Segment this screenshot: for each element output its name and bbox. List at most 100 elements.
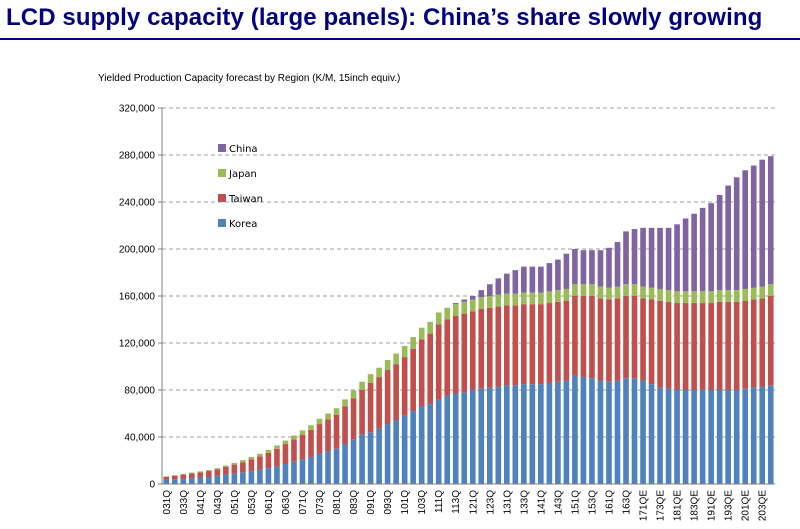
slide-title: LCD supply capacity (large panels): Chin… xyxy=(6,4,763,31)
bar-china-191QE xyxy=(708,203,714,292)
x-tick-label: 051Q xyxy=(230,490,241,515)
bar-china-144Q xyxy=(563,253,570,289)
x-tick-label: 163Q xyxy=(622,490,633,515)
bar-taiwan-163Q xyxy=(623,296,629,379)
bar-taiwan-153Q xyxy=(589,296,595,379)
bar-japan-084Q xyxy=(359,381,365,390)
bar-korea-163Q xyxy=(623,378,629,484)
bar-japan-092Q xyxy=(376,367,382,378)
y-tick-label: 200,000 xyxy=(119,245,156,256)
bar-taiwan-032Q xyxy=(171,475,178,480)
bar-taiwan-113Q xyxy=(452,315,459,394)
bar-taiwan-152Q xyxy=(580,296,587,378)
bar-korea-111Q xyxy=(435,399,442,484)
bar-japan-153Q xyxy=(589,284,595,296)
bar-taiwan-084Q xyxy=(359,390,365,435)
bar-china-153Q xyxy=(589,250,595,285)
bar-taiwan-154Q xyxy=(597,298,604,381)
bar-korea-152Q xyxy=(580,377,587,484)
bar-japan-161Q xyxy=(606,287,612,300)
bar-japan-124Q xyxy=(495,294,502,307)
bar-korea-202QE xyxy=(750,387,757,484)
bar-japan-112Q xyxy=(444,307,451,320)
bar-korea-124Q xyxy=(495,386,502,484)
bar-korea-151Q xyxy=(572,375,578,484)
bar-taiwan-074Q xyxy=(325,419,331,452)
bar-japan-051Q xyxy=(231,462,238,465)
bar-korea-204QE xyxy=(767,385,774,484)
legend-swatch-japan xyxy=(218,169,226,177)
x-tick-label: 141Q xyxy=(536,490,547,515)
legend-swatch-korea xyxy=(218,219,226,227)
bar-japan-104Q xyxy=(427,321,433,334)
bar-korea-062Q xyxy=(274,466,280,485)
bar-japan-052Q xyxy=(240,460,246,463)
x-tick-label: 201QE xyxy=(741,490,752,521)
bar-china-173QE xyxy=(657,227,663,289)
bar-china-113Q xyxy=(452,303,459,305)
bar-korea-052Q xyxy=(240,472,246,484)
bar-taiwan-043Q xyxy=(214,469,221,476)
bar-japan-142Q xyxy=(546,291,553,304)
bar-korea-072Q xyxy=(308,456,314,484)
y-tick-label: 0 xyxy=(149,480,155,491)
x-tick-label: 121Q xyxy=(468,490,479,515)
bar-taiwan-173QE xyxy=(657,300,663,388)
bar-japan-141Q xyxy=(538,292,544,305)
bar-korea-123Q xyxy=(486,387,493,484)
x-tick-label: 123Q xyxy=(485,490,496,515)
y-tick-label: 240,000 xyxy=(119,198,156,209)
bar-taiwan-062Q xyxy=(274,448,280,467)
bar-korea-191QE xyxy=(708,390,714,484)
y-tick-label: 280,000 xyxy=(119,151,156,162)
bar-japan-131Q xyxy=(504,293,510,306)
bar-taiwan-073Q xyxy=(316,424,323,454)
bar-korea-122Q xyxy=(478,388,485,484)
bar-china-122Q xyxy=(478,290,485,298)
bar-korea-154Q xyxy=(597,380,604,484)
bar-japan-033Q xyxy=(180,473,187,475)
bar-taiwan-083Q xyxy=(350,398,357,440)
x-tick-label: 061Q xyxy=(264,490,275,515)
bar-japan-071Q xyxy=(299,430,306,435)
bar-japan-064Q xyxy=(291,435,297,440)
bar-korea-133Q xyxy=(521,384,527,485)
x-tick-label: 081Q xyxy=(332,490,343,515)
bar-japan-163Q xyxy=(623,284,629,296)
bar-japan-122Q xyxy=(478,297,485,309)
bar-taiwan-162Q xyxy=(614,298,621,381)
bar-korea-194QE xyxy=(733,390,740,484)
bar-taiwan-033Q xyxy=(180,474,187,479)
bar-taiwan-123Q xyxy=(486,307,493,388)
bar-china-154Q xyxy=(597,250,604,287)
bar-korea-031Q xyxy=(163,479,170,484)
bar-japan-093Q xyxy=(384,360,391,371)
bar-korea-091Q xyxy=(367,432,374,484)
bar-korea-183QE xyxy=(691,390,697,484)
bar-japan-054Q xyxy=(257,453,263,457)
bar-taiwan-164Q xyxy=(631,296,638,379)
bar-china-123Q xyxy=(486,284,493,296)
bar-korea-164Q xyxy=(631,378,638,484)
x-tick-label: 041Q xyxy=(196,490,207,515)
bar-taiwan-124Q xyxy=(495,306,502,387)
x-axis-ticks: 031Q 033Q 041Q 043Q 051Q 053Q 061Q 063Q 071Q 073Q… xyxy=(162,490,769,521)
bar-china-131Q xyxy=(504,273,510,294)
legend-label-japan: Japan xyxy=(228,169,257,180)
bar-japan-113Q xyxy=(452,304,459,316)
x-tick-label: 193QE xyxy=(724,490,735,521)
x-tick-label: 133Q xyxy=(519,490,530,515)
x-tick-label: 131Q xyxy=(502,490,513,515)
bar-taiwan-161Q xyxy=(606,299,612,382)
bar-japan-202QE xyxy=(750,287,757,300)
bar-korea-034Q xyxy=(188,478,195,485)
bar-china-193QE xyxy=(725,185,731,291)
bar-china-121Q xyxy=(469,296,476,300)
bar-korea-063Q xyxy=(282,464,289,484)
x-tick-label: 171QE xyxy=(639,490,650,521)
bar-taiwan-041Q xyxy=(197,472,204,478)
bar-korea-193QE xyxy=(725,390,731,484)
bar-korea-102Q xyxy=(410,411,416,484)
x-tick-label: 063Q xyxy=(281,490,292,515)
bar-china-171QE xyxy=(640,227,646,287)
